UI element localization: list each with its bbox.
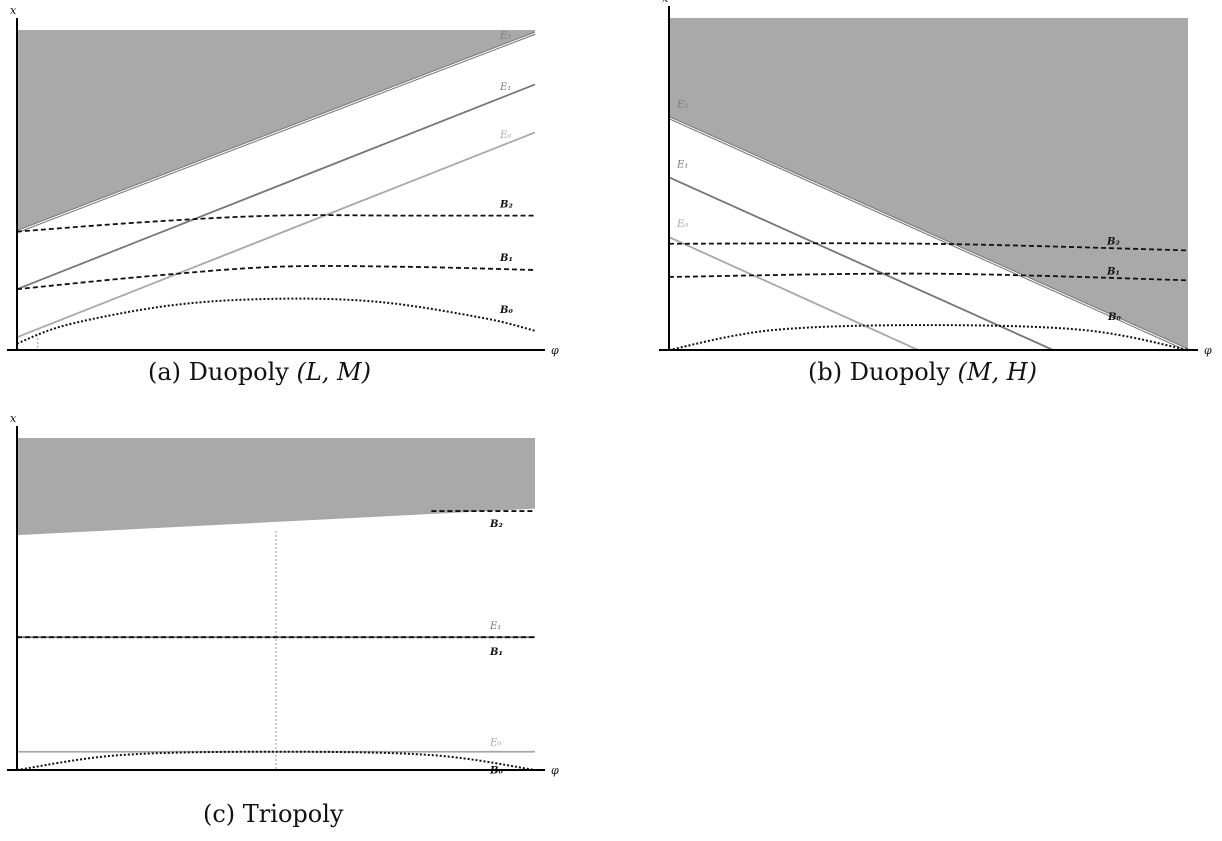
series-E2-c — [16, 506, 536, 536]
y-axis-label-b: x — [662, 0, 669, 5]
y-axis-label-a: x — [10, 4, 17, 17]
series-label-B2-c: B₂ — [489, 519, 503, 530]
series-label-B0-c: B₀ — [489, 766, 503, 777]
series-label-E2-b: E₂ — [676, 100, 688, 111]
series-label-E0-a: E₀ — [499, 130, 511, 141]
y-axis-label-c: x — [10, 412, 17, 425]
caption-c: (c) Triopoly — [203, 800, 344, 828]
series-E2-b-inner — [668, 117, 1189, 351]
series-label-B1-c: B₁ — [489, 647, 503, 658]
series-label-E0-c: E₀ — [489, 738, 501, 749]
series-E1-b — [668, 176, 1054, 351]
series-B1-a — [16, 265, 536, 291]
shaded-region-b — [669, 18, 1188, 350]
series-label-B2-a: B₂ — [499, 200, 513, 211]
series-B0-c — [16, 750, 536, 771]
series-B0-b — [668, 324, 1189, 351]
series-B1-b — [668, 272, 1189, 282]
series-label-B1-a: B₁ — [499, 253, 513, 264]
x-axis-label-b: φ — [1204, 344, 1212, 357]
series-B2-a — [16, 214, 535, 233]
series-E1-a — [16, 83, 536, 291]
series-label-B2-b: B₂ — [1106, 236, 1120, 247]
series-B0-a — [16, 297, 536, 345]
shaded-region-c — [17, 438, 535, 535]
series-B2-b — [668, 242, 1189, 252]
series-label-E1-b: E₁ — [676, 159, 688, 170]
chart-panel-c: E₂ B₂ E₁ B₁ E₀ B₀ φ x — [7, 412, 559, 777]
series-E2-a-inner — [16, 32, 536, 233]
series-label-E2-a: E₂ — [499, 31, 511, 42]
x-axis-label-c: φ — [551, 764, 559, 777]
series-E0-b — [668, 236, 919, 351]
series-label-B0-b: B₀ — [1107, 312, 1121, 323]
series-label-E2-c: E₂ — [489, 498, 501, 509]
x-axis-label-a: φ — [551, 344, 559, 357]
series-label-E0-b: E₀ — [676, 219, 688, 230]
caption-a: (a) Duopoly (L, M) — [148, 358, 371, 386]
series-label-E1-c: E₁ — [489, 621, 501, 632]
series-E0-a — [16, 131, 536, 339]
series-label-B0-a: B₀ — [499, 305, 513, 316]
chart-panel-b: E₂ E₁ E₀ B₂ B₁ B₀ φ x — [659, 0, 1212, 357]
series-label-E1-a: E₁ — [499, 82, 511, 93]
series-label-B1-b: B₁ — [1106, 266, 1120, 277]
caption-b: (b) Duopoly (M, H) — [808, 358, 1038, 386]
chart-panel-a: E₂ E₁ E₀ B₂ B₁ B₀ φ x — [7, 4, 559, 357]
